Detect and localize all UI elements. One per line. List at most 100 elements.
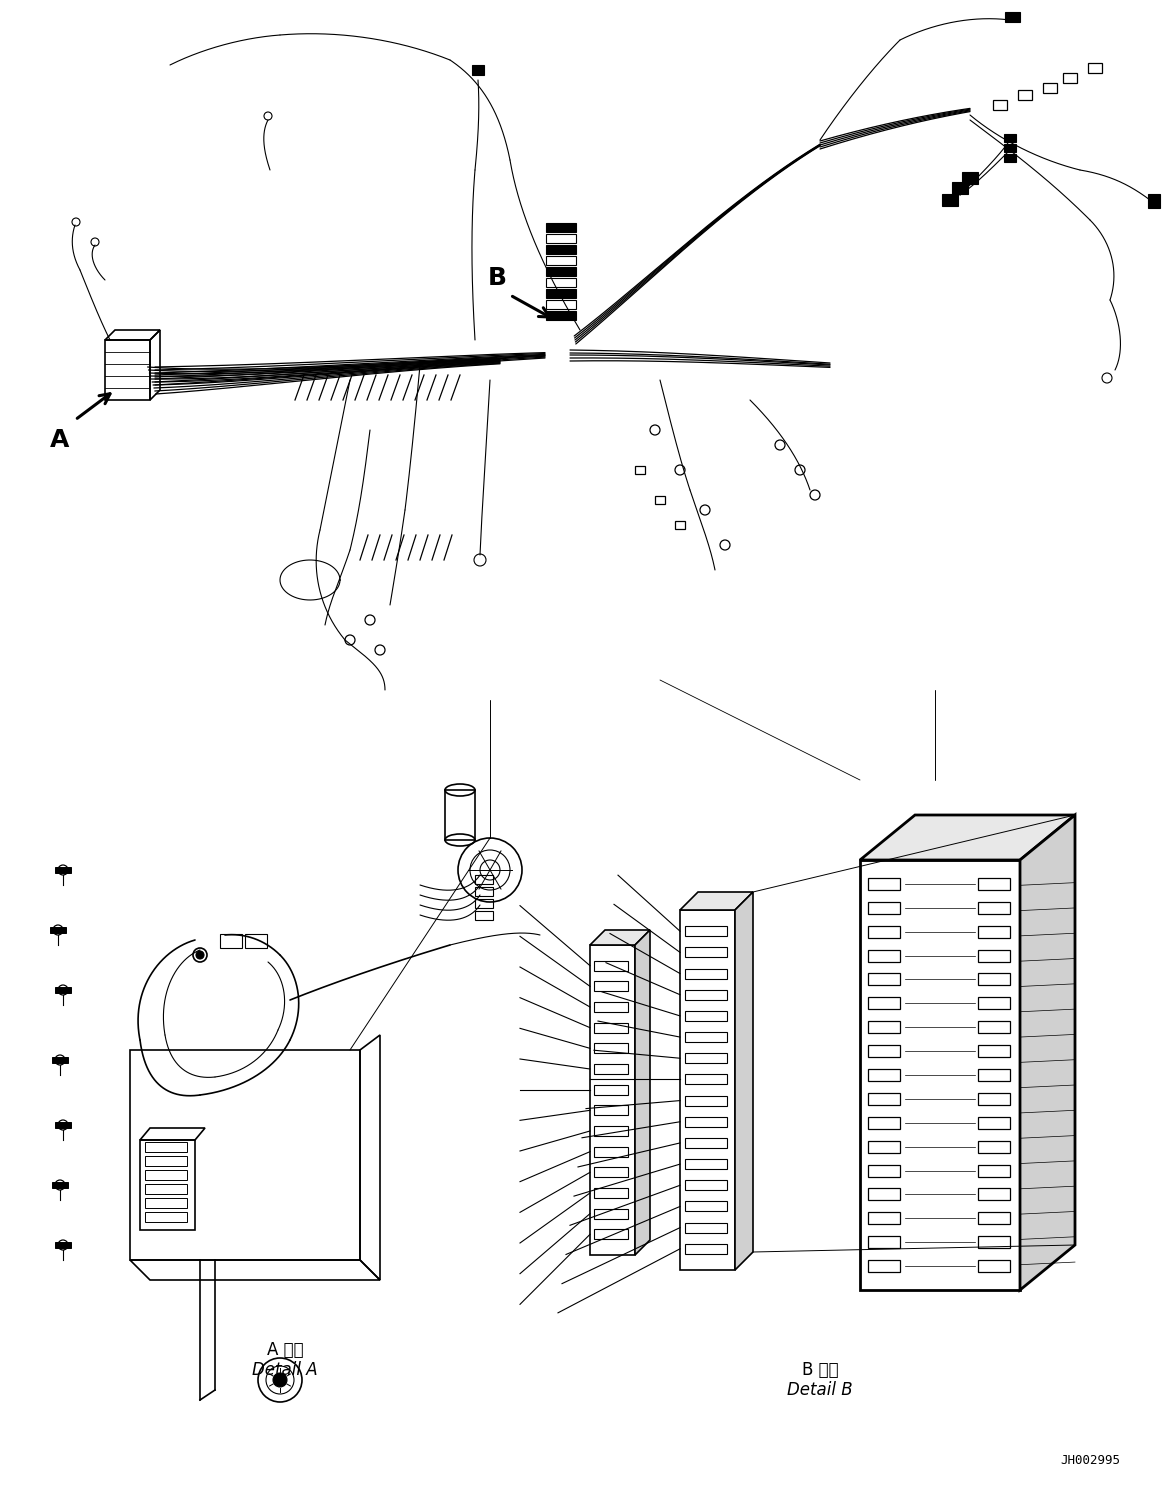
Bar <box>594 961 628 970</box>
Bar <box>952 182 968 193</box>
Bar <box>145 1184 187 1193</box>
Bar <box>868 1141 900 1153</box>
Bar <box>445 790 475 841</box>
Bar <box>475 911 493 920</box>
Bar <box>594 1167 628 1177</box>
Bar <box>685 1159 727 1170</box>
Polygon shape <box>1020 815 1075 1290</box>
Bar <box>1063 73 1077 83</box>
Bar <box>145 1170 187 1180</box>
Bar <box>993 100 1007 110</box>
Bar <box>978 1237 1009 1248</box>
Bar <box>978 973 1009 985</box>
Bar <box>1004 144 1016 152</box>
Bar <box>145 1213 187 1222</box>
Bar <box>978 1213 1009 1225</box>
Text: A: A <box>50 429 70 452</box>
Bar <box>594 1208 628 1219</box>
Bar <box>145 1141 187 1152</box>
Bar <box>594 1229 628 1240</box>
Bar <box>594 1126 628 1135</box>
Bar <box>590 945 635 1254</box>
Bar <box>868 1165 900 1177</box>
Bar <box>685 1244 727 1254</box>
Bar <box>978 1045 1009 1056</box>
Bar <box>978 997 1009 1009</box>
Bar <box>52 1056 67 1062</box>
Bar <box>685 1138 727 1147</box>
Bar <box>868 1068 900 1080</box>
Bar <box>685 948 727 957</box>
Text: B 詳細: B 詳細 <box>801 1362 839 1379</box>
Bar <box>1089 62 1103 73</box>
Bar <box>942 193 958 205</box>
Bar <box>55 868 71 873</box>
Bar <box>685 969 727 979</box>
Bar <box>675 521 685 530</box>
Text: Detail A: Detail A <box>252 1362 317 1379</box>
Bar <box>594 1147 628 1156</box>
Bar <box>55 1242 71 1248</box>
Bar <box>105 339 150 400</box>
Bar <box>868 997 900 1009</box>
Bar <box>594 1187 628 1198</box>
Bar <box>978 1092 1009 1106</box>
Polygon shape <box>735 891 752 1269</box>
Bar <box>594 1001 628 1012</box>
Bar <box>1004 153 1016 162</box>
Bar <box>635 466 645 475</box>
Bar <box>978 1068 1009 1080</box>
Bar <box>545 301 576 310</box>
Bar <box>545 223 576 232</box>
Bar <box>868 878 900 890</box>
Bar <box>55 1122 71 1128</box>
Bar <box>868 1237 900 1248</box>
Bar <box>55 987 71 992</box>
Bar <box>594 1085 628 1095</box>
Bar <box>145 1156 187 1167</box>
Bar <box>978 1165 1009 1177</box>
Bar <box>545 246 576 254</box>
Bar <box>52 1181 67 1187</box>
Bar <box>962 173 978 185</box>
Bar <box>1018 89 1032 100</box>
Bar <box>978 1189 1009 1201</box>
Bar <box>685 1201 727 1211</box>
Bar <box>594 1064 628 1074</box>
Bar <box>868 1213 900 1225</box>
Bar <box>685 1117 727 1126</box>
Bar <box>50 927 66 933</box>
Bar <box>594 1043 628 1054</box>
Bar <box>1005 12 1020 22</box>
Text: A 詳細: A 詳細 <box>266 1341 304 1359</box>
Bar <box>545 256 576 265</box>
Bar <box>685 1054 727 1064</box>
Bar <box>868 1021 900 1033</box>
Bar <box>978 1141 1009 1153</box>
Bar <box>1148 193 1160 208</box>
Bar <box>685 1095 727 1106</box>
Polygon shape <box>859 815 1075 860</box>
Polygon shape <box>635 930 650 1254</box>
Bar <box>145 1198 187 1208</box>
Bar <box>475 899 493 908</box>
Bar <box>868 1045 900 1056</box>
Bar <box>868 949 900 961</box>
Bar <box>655 496 665 504</box>
Bar <box>220 934 242 948</box>
Bar <box>594 981 628 991</box>
Bar <box>545 266 576 275</box>
Bar <box>685 990 727 1000</box>
Polygon shape <box>590 930 650 945</box>
Bar <box>1043 83 1057 94</box>
Bar <box>475 875 493 884</box>
Bar <box>978 1260 1009 1272</box>
Bar <box>545 289 576 298</box>
Text: Detail B: Detail B <box>787 1381 852 1399</box>
Bar <box>140 1140 195 1231</box>
Bar <box>868 1117 900 1129</box>
Bar <box>1004 134 1016 141</box>
Polygon shape <box>680 891 752 911</box>
Bar <box>594 1022 628 1033</box>
Bar <box>978 878 1009 890</box>
